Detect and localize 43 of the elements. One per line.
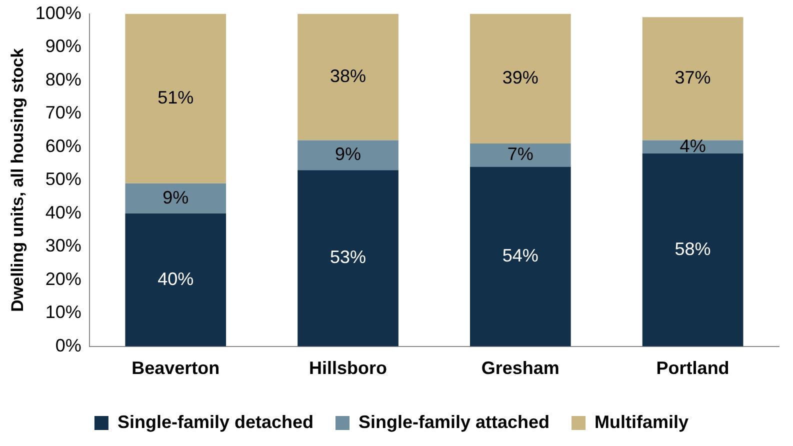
y-tick-label: 30% <box>45 236 82 256</box>
bar <box>298 170 398 346</box>
x-tick-label: Portland <box>656 358 730 378</box>
data-label: 53% <box>330 247 366 268</box>
data-label: 39% <box>502 68 538 88</box>
data-label: 4% <box>680 136 706 156</box>
bar <box>642 153 744 346</box>
bar <box>642 140 744 154</box>
data-label: 9% <box>162 187 189 208</box>
data-label: 54% <box>502 246 538 266</box>
y-tick-label: 100% <box>35 2 82 23</box>
data-label: 40% <box>158 268 194 289</box>
data-label: 58% <box>674 238 711 259</box>
legend-label: Multifamily <box>594 412 689 432</box>
bar <box>470 166 571 346</box>
y-tick-label: 90% <box>45 36 82 56</box>
y-tick-label: 10% <box>45 302 82 322</box>
y-axis-title: Dwelling units, all housing stock <box>8 48 27 312</box>
y-tick-label: 60% <box>45 136 82 156</box>
data-label: 38% <box>330 66 366 86</box>
bar <box>642 17 744 140</box>
legend-label: Single-family detached <box>117 412 314 432</box>
bar <box>470 144 571 167</box>
data-label: 51% <box>158 88 194 108</box>
legend-label: Single-family attached <box>358 412 550 432</box>
bar <box>125 14 226 184</box>
y-tick-label: 40% <box>45 202 82 222</box>
bar <box>125 183 226 214</box>
bar <box>470 14 571 144</box>
y-tick-label: 70% <box>45 102 82 123</box>
data-label: 7% <box>507 144 534 164</box>
y-tick-label: 0% <box>55 335 82 356</box>
bar <box>298 14 398 140</box>
bar <box>298 140 398 170</box>
y-tick-label: 50% <box>45 169 82 190</box>
x-tick-label: Hillsboro <box>309 358 388 378</box>
y-tick-label: 80% <box>45 69 82 90</box>
x-tick-label: Gresham <box>481 358 560 378</box>
bar <box>125 213 226 346</box>
data-label: 37% <box>674 68 711 88</box>
x-tick-label: Beaverton <box>132 358 220 378</box>
data-label: 9% <box>335 144 362 164</box>
y-tick-label: 20% <box>45 268 82 289</box>
